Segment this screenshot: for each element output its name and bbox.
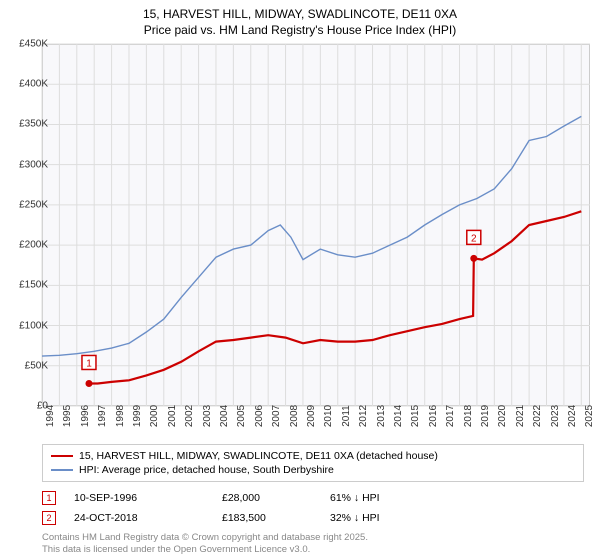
y-tick-label: £300K bbox=[8, 159, 48, 170]
x-tick-label: 2016 bbox=[428, 405, 439, 427]
svg-text:2: 2 bbox=[471, 233, 477, 244]
y-tick-label: £100K bbox=[8, 320, 48, 331]
chart-container: 15, HARVEST HILL, MIDWAY, SWADLINCOTE, D… bbox=[0, 0, 600, 560]
marker-badge: 2 bbox=[42, 511, 56, 525]
x-tick-label: 2022 bbox=[532, 405, 543, 427]
transaction-row: 1 10-SEP-1996 £28,000 61% ↓ HPI bbox=[42, 488, 584, 508]
x-tick-label: 2020 bbox=[497, 405, 508, 427]
series-hpi bbox=[42, 116, 581, 356]
y-tick-label: £450K bbox=[8, 39, 48, 50]
y-tick-label: £200K bbox=[8, 240, 48, 251]
svg-text:1: 1 bbox=[86, 358, 92, 369]
x-tick-label: 2012 bbox=[358, 405, 369, 427]
transaction-row: 2 24-OCT-2018 £183,500 32% ↓ HPI bbox=[42, 508, 584, 528]
txn-price: £183,500 bbox=[222, 512, 312, 524]
y-tick-label: £150K bbox=[8, 280, 48, 291]
x-tick-label: 2011 bbox=[341, 405, 352, 427]
txn-pct: 32% ↓ HPI bbox=[330, 512, 440, 524]
transaction-rows: 1 10-SEP-1996 £28,000 61% ↓ HPI 2 24-OCT-2018… bbox=[42, 488, 584, 528]
x-tick-label: 2015 bbox=[410, 405, 421, 427]
grid bbox=[42, 44, 590, 406]
x-tick-label: 2019 bbox=[480, 405, 491, 427]
legend-row-red: 15, HARVEST HILL, MIDWAY, SWADLINCOTE, D… bbox=[51, 449, 575, 463]
x-tick-label: 2010 bbox=[323, 405, 334, 427]
x-tick-label: 2009 bbox=[306, 405, 317, 427]
x-tick-label: 2008 bbox=[289, 405, 300, 427]
y-tick-label: £250K bbox=[8, 199, 48, 210]
x-tick-label: 2001 bbox=[167, 405, 178, 427]
x-tick-label: 2017 bbox=[445, 405, 456, 427]
title-line-1: 15, HARVEST HILL, MIDWAY, SWADLINCOTE, D… bbox=[8, 6, 592, 22]
x-tick-label: 2007 bbox=[271, 405, 282, 427]
x-tick-label: 2004 bbox=[219, 405, 230, 427]
x-tick-label: 2024 bbox=[567, 405, 578, 427]
swatch-blue bbox=[51, 469, 73, 471]
x-tick-label: 1998 bbox=[115, 405, 126, 427]
credit-line-2: This data is licensed under the Open Gov… bbox=[42, 544, 584, 556]
marker-badge: 1 bbox=[42, 491, 56, 505]
x-tick-label: 2000 bbox=[149, 405, 160, 427]
chart-title: 15, HARVEST HILL, MIDWAY, SWADLINCOTE, D… bbox=[0, 0, 600, 40]
x-tick-label: 2002 bbox=[184, 405, 195, 427]
y-tick-label: £0 bbox=[8, 401, 48, 412]
title-line-2: Price paid vs. HM Land Registry's House … bbox=[8, 22, 592, 38]
footer: 15, HARVEST HILL, MIDWAY, SWADLINCOTE, D… bbox=[42, 414, 584, 557]
x-tick-label: 2006 bbox=[254, 405, 265, 427]
x-tick-label: 2021 bbox=[515, 405, 526, 427]
plot-svg: 12 bbox=[42, 44, 590, 406]
x-tick-label: 2013 bbox=[376, 405, 387, 427]
txn-date: 10-SEP-1996 bbox=[74, 492, 204, 504]
markers: 12 bbox=[82, 230, 481, 387]
legend: 15, HARVEST HILL, MIDWAY, SWADLINCOTE, D… bbox=[42, 444, 584, 482]
txn-pct: 61% ↓ HPI bbox=[330, 492, 440, 504]
x-tick-label: 2023 bbox=[550, 405, 561, 427]
x-tick-label: 2005 bbox=[236, 405, 247, 427]
legend-label-red: 15, HARVEST HILL, MIDWAY, SWADLINCOTE, D… bbox=[79, 450, 438, 462]
swatch-red bbox=[51, 455, 73, 458]
x-tick-label: 1996 bbox=[80, 405, 91, 427]
x-tick-label: 1997 bbox=[97, 405, 108, 427]
y-tick-label: £350K bbox=[8, 119, 48, 130]
x-tick-label: 1995 bbox=[62, 405, 73, 427]
x-tick-label: 2018 bbox=[463, 405, 474, 427]
legend-label-blue: HPI: Average price, detached house, Sout… bbox=[79, 464, 334, 476]
legend-row-blue: HPI: Average price, detached house, Sout… bbox=[51, 463, 575, 477]
y-tick-label: £400K bbox=[8, 79, 48, 90]
series-price-paid bbox=[89, 211, 581, 383]
credit-line-1: Contains HM Land Registry data © Crown c… bbox=[42, 532, 584, 544]
x-tick-label: 1999 bbox=[132, 405, 143, 427]
x-tick-label: 2025 bbox=[584, 405, 595, 427]
x-tick-label: 2014 bbox=[393, 405, 404, 427]
credit: Contains HM Land Registry data © Crown c… bbox=[42, 532, 584, 557]
x-tick-label: 2003 bbox=[202, 405, 213, 427]
y-tick-label: £50K bbox=[8, 360, 48, 371]
x-tick-label: 1994 bbox=[45, 405, 56, 427]
txn-price: £28,000 bbox=[222, 492, 312, 504]
txn-date: 24-OCT-2018 bbox=[74, 512, 204, 524]
chart-area: 12 bbox=[42, 44, 590, 406]
